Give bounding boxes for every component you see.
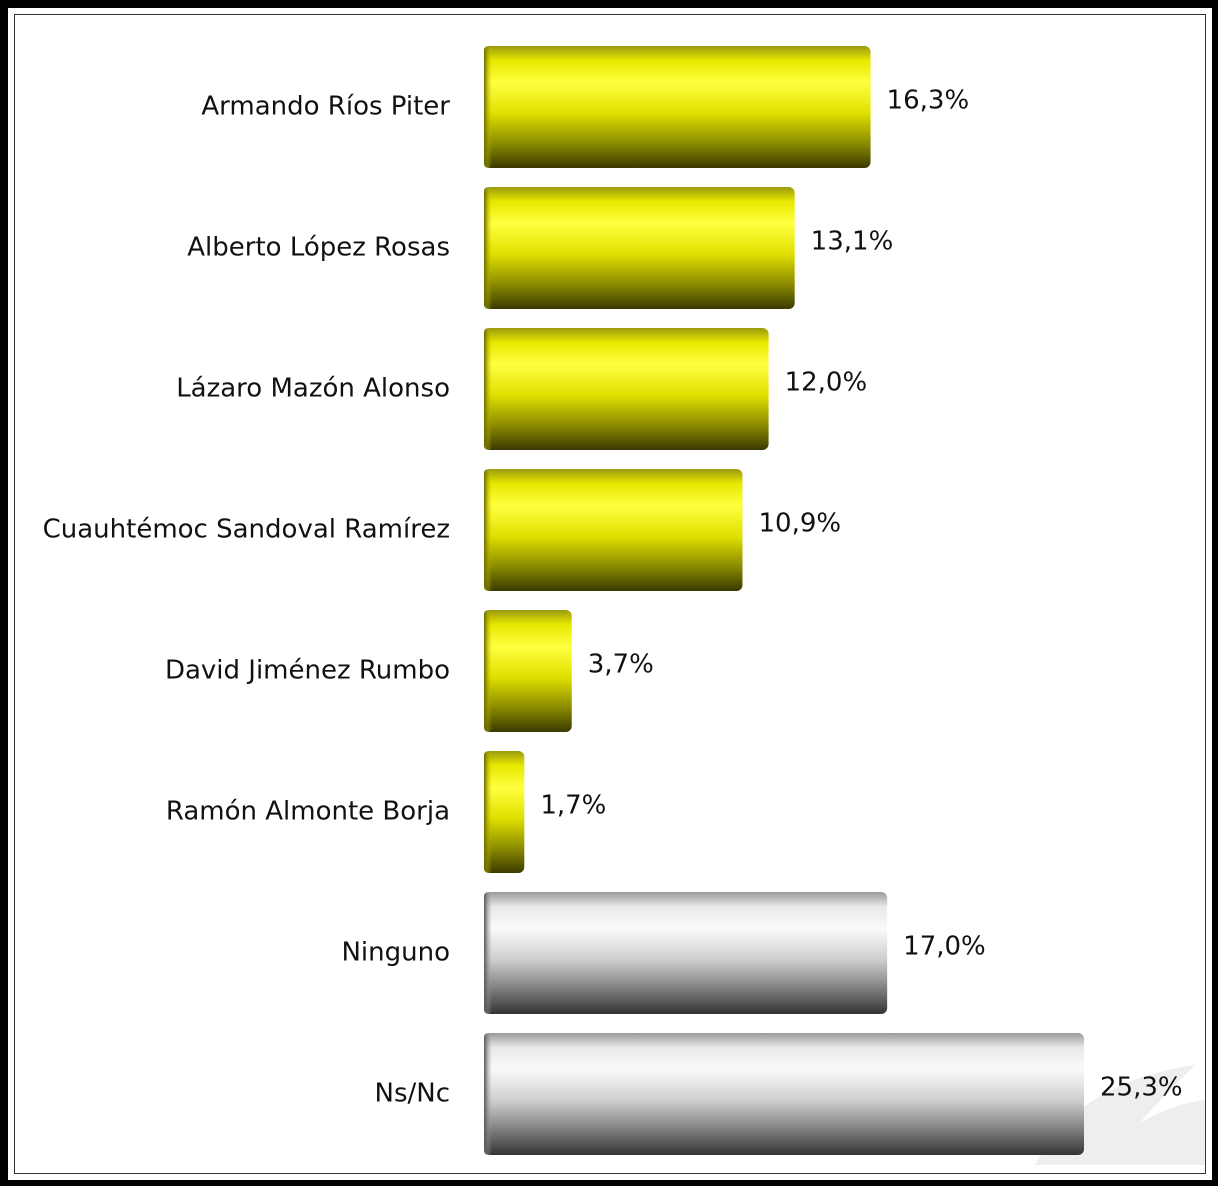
value-label-7: 17,0% — [903, 932, 986, 962]
value-label-2: 13,1% — [811, 227, 894, 257]
bar-7 — [484, 892, 888, 1014]
bar-3 — [484, 328, 769, 450]
chart-area: Armando Ríos Piter 16,3% Alberto López Ros… — [14, 14, 1206, 1174]
bar-6 — [484, 751, 525, 873]
bar-cap-3 — [484, 328, 492, 450]
bar-cap-4 — [484, 469, 492, 591]
value-label-3: 12,0% — [785, 368, 868, 398]
value-label-6: 1,7% — [540, 791, 606, 821]
category-label-4: Cuauhtémoc Sandoval Ramírez — [43, 515, 450, 545]
category-label-5: David Jiménez Rumbo — [165, 656, 450, 686]
category-label-7: Ninguno — [341, 938, 450, 968]
category-label-3: Lázaro Mazón Alonso — [176, 374, 450, 404]
bar-cap-6 — [484, 751, 492, 873]
category-label-6: Ramón Almonte Borja — [166, 797, 450, 827]
value-label-5: 3,7% — [588, 650, 654, 680]
category-label-8: Ns/Nc — [375, 1079, 451, 1109]
category-label-1: Armando Ríos Piter — [201, 92, 450, 122]
bar-4 — [484, 469, 743, 591]
bar-8 — [484, 1033, 1084, 1155]
bar-cap-1 — [484, 46, 492, 168]
value-label-1: 16,3% — [887, 86, 970, 116]
bar-cap-8 — [484, 1033, 492, 1155]
bar-1 — [484, 46, 871, 168]
bar-cap-2 — [484, 187, 492, 309]
category-label-2: Alberto López Rosas — [187, 233, 450, 263]
bar-chart: Armando Ríos Piter 16,3% Alberto López Ros… — [43, 46, 1205, 1165]
bar-cap-7 — [484, 892, 492, 1014]
bar-cap-5 — [484, 610, 492, 732]
value-label-4: 10,9% — [758, 509, 841, 539]
bars-group: Armando Ríos Piter 16,3% Alberto López Ros… — [43, 46, 1183, 1155]
bar-5 — [484, 610, 572, 732]
value-label-8: 25,3% — [1100, 1073, 1183, 1103]
bar-2 — [484, 187, 795, 309]
